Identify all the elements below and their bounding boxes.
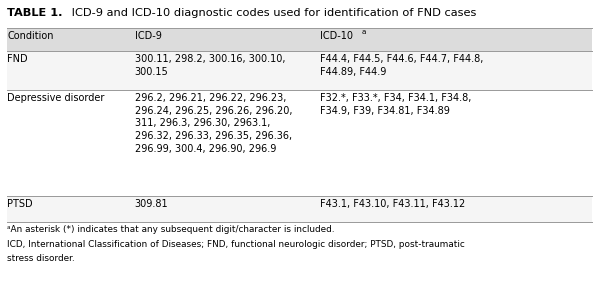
Text: 309.81: 309.81 xyxy=(135,199,168,209)
Text: 296.2, 296.21, 296.22, 296.23,
296.24, 296.25, 296.26, 296.20,
311, 296.3, 296.3: 296.2, 296.21, 296.22, 296.23, 296.24, 2… xyxy=(135,93,292,154)
Text: Depressive disorder: Depressive disorder xyxy=(7,93,105,103)
Text: F32.*, F33.*, F34, F34.1, F34.8,
F34.9, F39, F34.81, F34.89: F32.*, F33.*, F34, F34.1, F34.8, F34.9, … xyxy=(320,93,472,116)
Text: 300.11, 298.2, 300.16, 300.10,
300.15: 300.11, 298.2, 300.16, 300.10, 300.15 xyxy=(135,54,285,77)
Text: ICD-10: ICD-10 xyxy=(320,31,353,41)
Text: ICD-9: ICD-9 xyxy=(135,31,162,41)
Text: stress disorder.: stress disorder. xyxy=(7,254,75,263)
Text: TABLE 1.: TABLE 1. xyxy=(7,8,62,18)
Text: a: a xyxy=(361,30,365,35)
Text: ICD, International Classification of Diseases; FND, functional neurologic disord: ICD, International Classification of Dis… xyxy=(7,239,465,248)
Text: Condition: Condition xyxy=(7,31,54,41)
Bar xyxy=(7,196,592,222)
Text: PTSD: PTSD xyxy=(7,199,33,209)
Bar xyxy=(7,51,592,90)
Text: F43.1, F43.10, F43.11, F43.12: F43.1, F43.10, F43.11, F43.12 xyxy=(320,199,465,209)
Text: F44.4, F44.5, F44.6, F44.7, F44.8,
F44.89, F44.9: F44.4, F44.5, F44.6, F44.7, F44.8, F44.8… xyxy=(320,54,484,77)
Text: FND: FND xyxy=(7,54,28,64)
Bar xyxy=(7,28,592,51)
Text: ᵃAn asterisk (*) indicates that any subsequent digit/character is included.: ᵃAn asterisk (*) indicates that any subs… xyxy=(7,225,335,234)
Text: ICD-9 and ICD-10 diagnostic codes used for identification of FND cases: ICD-9 and ICD-10 diagnostic codes used f… xyxy=(68,8,476,18)
Bar xyxy=(7,90,592,196)
